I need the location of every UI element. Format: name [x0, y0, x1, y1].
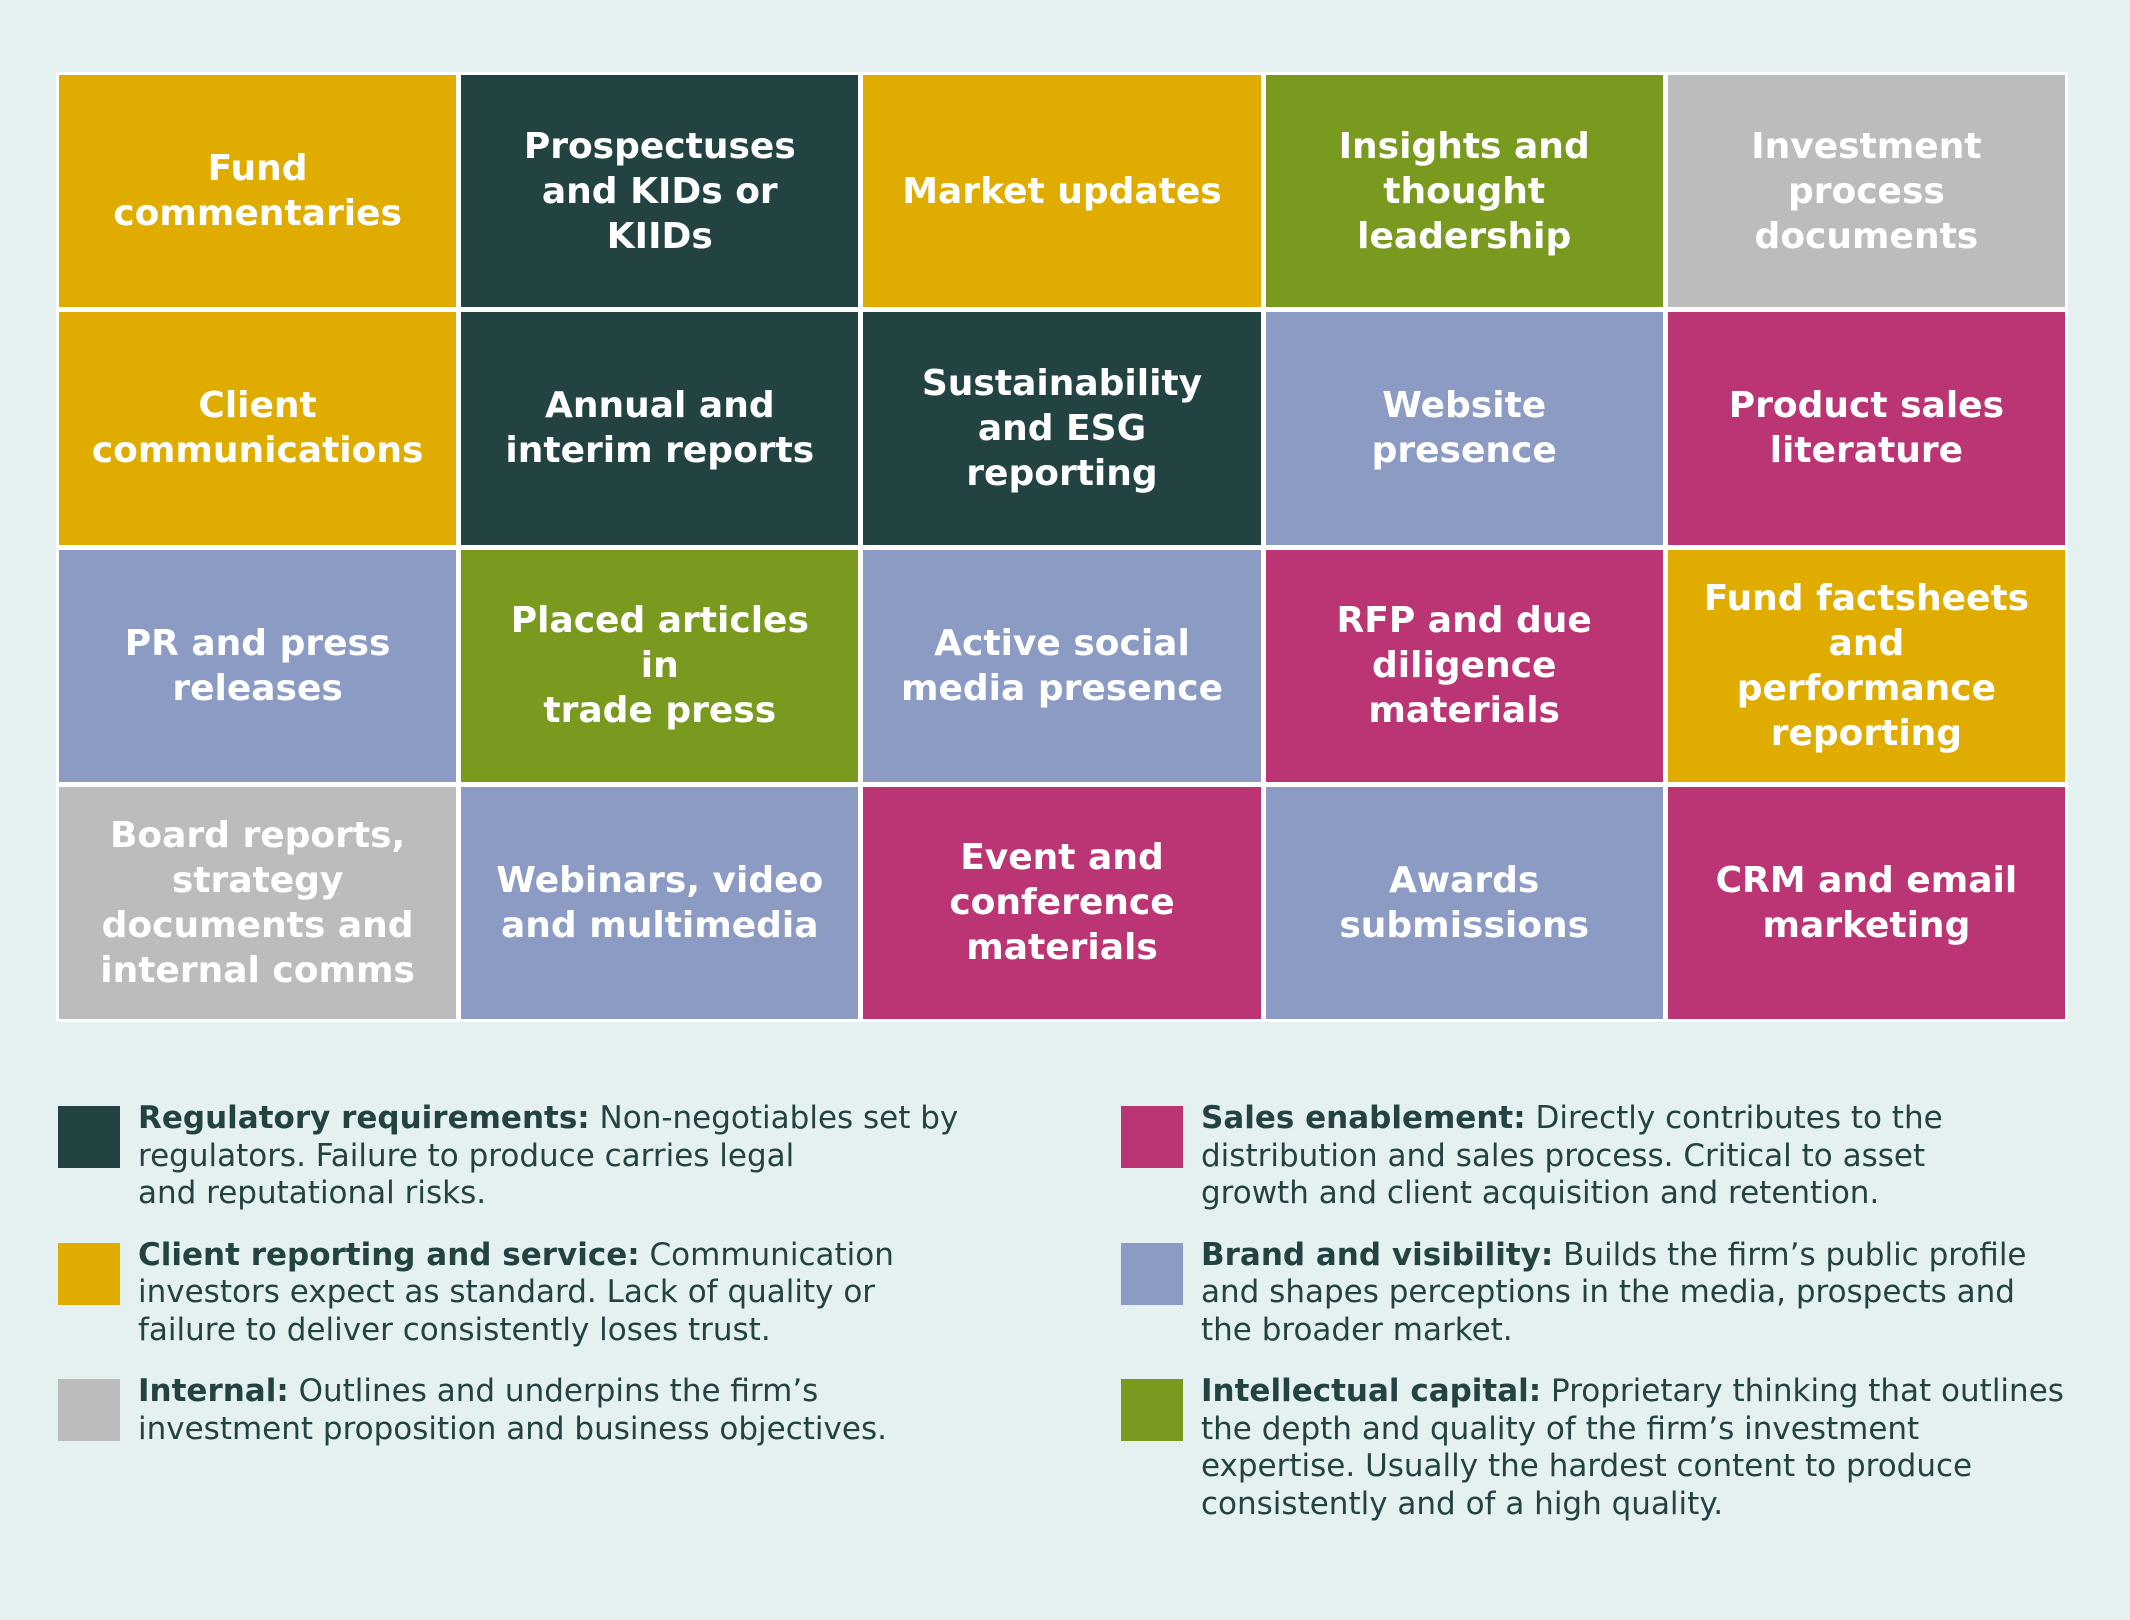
legend-title: Intellectual capital: [1201, 1373, 1542, 1409]
tile-regulatory: Prospectuses and KIDs or KIIDs [461, 75, 859, 308]
legend-column-right: Sales enablement: Directly contributes t… [1121, 1100, 2081, 1547]
tile-internal: Investment process documents [1667, 75, 2065, 308]
legend-title: Internal: [138, 1373, 289, 1409]
legend: Regulatory requirements: Non-negotiables… [58, 1100, 2068, 1560]
legend-swatch-client [58, 1242, 120, 1305]
content-grid: Fund commentaries Prospectuses and KIDs o… [56, 72, 2068, 1022]
tile-client: Client communications [59, 312, 457, 545]
legend-swatch-sales [1121, 1106, 1183, 1168]
tile-brand: Website presence [1265, 312, 1663, 545]
legend-item-intellectual: Intellectual capital: Proprietary thinki… [1121, 1373, 2081, 1523]
tile-regulatory: Annual and interim reports [461, 312, 859, 545]
tile-sales: Event and conference materials [863, 786, 1261, 1019]
tile-sales: RFP and due diligence materials [1265, 549, 1663, 782]
tile-brand: Awards submissions [1265, 786, 1663, 1019]
legend-swatch-regulatory [58, 1106, 120, 1168]
legend-description: Communication investors expect as standa… [138, 1236, 894, 1348]
tile-sales: CRM and email marketing [1667, 786, 2065, 1019]
legend-description: Directly contributes to the distribution… [1201, 1100, 1943, 1211]
legend-swatch-internal [58, 1379, 120, 1441]
tile-internal: Board reports, strategy documents and in… [59, 786, 457, 1019]
legend-column-left: Regulatory requirements: Non-negotiables… [58, 1100, 1018, 1472]
legend-description: Non-negotiables set by regulators. Failu… [138, 1100, 959, 1211]
legend-description: Outlines and underpins the firm’s invest… [138, 1373, 887, 1447]
legend-swatch-intellectual [1121, 1379, 1183, 1441]
legend-item-internal: Internal: Outlines and underpins the fir… [58, 1373, 1018, 1448]
legend-title: Brand and visibility: [1201, 1236, 1554, 1273]
tile-intellectual: Insights and thought leadership [1265, 75, 1663, 308]
legend-item-client: Client reporting and service: Communicat… [58, 1237, 1018, 1350]
legend-item-brand: Brand and visibility: Builds the firm’s … [1121, 1237, 2081, 1350]
tile-client: Fund commentaries [59, 75, 457, 308]
legend-item-sales: Sales enablement: Directly contributes t… [1121, 1100, 2081, 1213]
tile-regulatory: Sustainability and ESG reporting [863, 312, 1261, 545]
legend-title: Sales enablement: [1201, 1100, 1526, 1136]
legend-item-regulatory: Regulatory requirements: Non-negotiables… [58, 1100, 1018, 1213]
legend-title: Client reporting and service: [138, 1236, 640, 1273]
tile-brand: Active social media presence [863, 549, 1261, 782]
tile-brand: PR and press releases [59, 549, 457, 782]
legend-description: Builds the firm’s public profile and sha… [1201, 1236, 2027, 1348]
tile-intellectual: Placed articles in trade press [461, 549, 859, 782]
legend-title: Regulatory requirements: [138, 1100, 590, 1136]
tile-client: Market updates [863, 75, 1261, 308]
tile-client: Fund factsheets and performance reportin… [1667, 549, 2065, 782]
legend-description: Proprietary thinking that outlines the d… [1201, 1373, 2064, 1522]
tile-brand: Webinars, video and multimedia [461, 786, 859, 1019]
legend-swatch-brand [1121, 1242, 1183, 1305]
tile-sales: Product sales literature [1667, 312, 2065, 545]
